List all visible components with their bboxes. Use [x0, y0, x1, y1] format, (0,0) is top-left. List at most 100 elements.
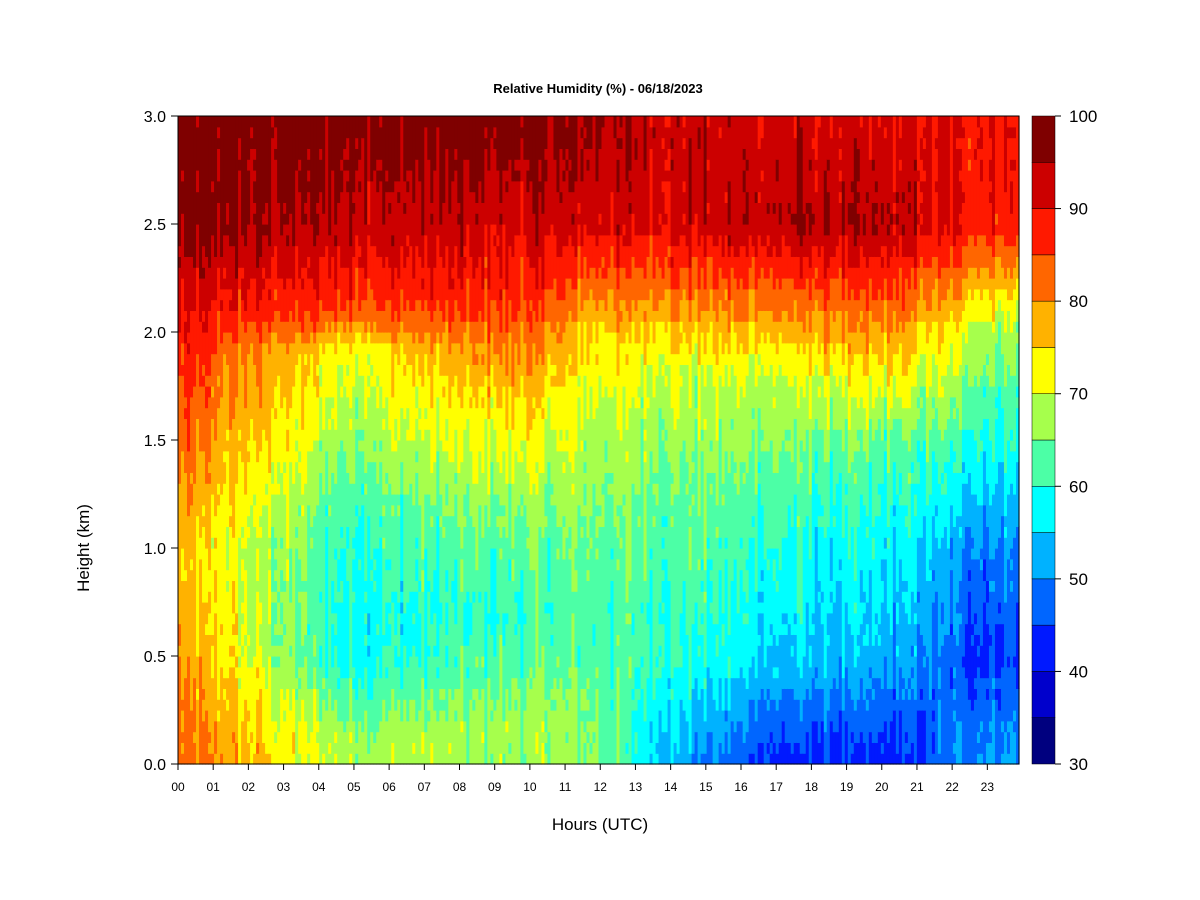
heatmap-cell [949, 116, 954, 247]
heatmap-cell [913, 602, 918, 614]
heatmap-cell [943, 299, 948, 322]
heatmap-cell [424, 688, 428, 733]
heatmap-cell [445, 720, 449, 765]
heatmap-cell [220, 116, 224, 257]
heatmap-cell [796, 407, 801, 484]
heatmap-cell [952, 677, 957, 689]
heatmap-cell [829, 364, 834, 398]
heatmap-cell [790, 461, 795, 527]
heatmap-cell [1000, 353, 1005, 409]
heatmap-cell [295, 429, 299, 441]
heatmap-cell [382, 418, 386, 430]
heatmap-cell [538, 666, 543, 765]
heatmap-cell [295, 116, 299, 171]
heatmap-cell [838, 234, 843, 268]
heatmap-cell [475, 116, 479, 203]
heatmap-cell [367, 396, 371, 463]
heatmap-cell [499, 634, 503, 754]
heatmap-cell [544, 710, 549, 733]
heatmap-cell [553, 116, 558, 160]
heatmap-cell [598, 299, 603, 322]
heatmap-cell [388, 645, 392, 711]
heatmap-cell [391, 504, 395, 517]
heatmap-cell [259, 526, 263, 538]
heatmap-cell [232, 623, 236, 635]
heatmap-cell [805, 213, 810, 257]
heatmap-cell [322, 213, 326, 257]
heatmap-cell [808, 494, 813, 560]
heatmap-cell [637, 267, 642, 301]
colorbar-tick-label: 50 [1069, 570, 1088, 589]
heatmap-cell [451, 180, 455, 268]
heatmap-cell [697, 245, 702, 290]
heatmap-cell [1012, 245, 1017, 268]
heatmap-cell [244, 332, 248, 409]
heatmap-cell [502, 116, 506, 171]
heatmap-cell [991, 558, 996, 581]
heatmap-cell [679, 234, 684, 268]
heatmap-cell [844, 666, 849, 722]
heatmap-cell [403, 180, 407, 203]
heatmap-cell [901, 591, 906, 603]
heatmap-cell [958, 137, 963, 149]
heatmap-cell [787, 450, 792, 506]
heatmap-cell [424, 126, 428, 236]
heatmap-cell [211, 634, 215, 646]
heatmap-cell [682, 191, 687, 214]
heatmap-cell [820, 245, 825, 290]
heatmap-cell [280, 342, 284, 409]
heatmap-cell [787, 342, 792, 387]
heatmap-cell [310, 332, 314, 355]
heatmap-cell [1016, 234, 1020, 257]
heatmap-cell [709, 116, 714, 236]
heatmap-cell [895, 116, 900, 193]
heatmap-cell [508, 742, 512, 754]
heatmap-cell [757, 407, 762, 463]
heatmap-cell [799, 753, 804, 765]
heatmap-cell [883, 245, 888, 279]
heatmap-cell [400, 116, 404, 247]
heatmap-cell [856, 634, 861, 646]
heatmap-cell [514, 159, 518, 171]
heatmap-cell [838, 170, 843, 182]
heatmap-cell [673, 353, 678, 430]
heatmap-cell [493, 116, 497, 128]
heatmap-cell [538, 180, 543, 193]
heatmap-cell [529, 569, 534, 668]
heatmap-cell [658, 234, 663, 268]
heatmap-cell [796, 699, 801, 743]
heatmap-cell [232, 742, 236, 765]
heatmap-cell [943, 472, 948, 495]
heatmap-cell [361, 321, 365, 344]
heatmap-cell [775, 645, 780, 668]
heatmap-cell [265, 224, 269, 236]
heatmap-cell [370, 580, 374, 700]
heatmap-cell [922, 353, 927, 387]
heatmap-cell [493, 299, 497, 355]
heatmap-cell [736, 321, 741, 355]
heatmap-cell [862, 612, 867, 635]
heatmap-cell [670, 526, 675, 679]
heatmap-cell [757, 148, 762, 193]
heatmap-cell [265, 494, 269, 506]
heatmap-cell [619, 310, 624, 322]
heatmap-cell [970, 537, 975, 549]
heatmap-cell [595, 180, 600, 247]
heatmap-cell [388, 710, 392, 765]
heatmap-cell [676, 288, 681, 322]
heatmap-cell [520, 180, 525, 257]
heatmap-cell [784, 429, 789, 441]
heatmap-cell [457, 202, 461, 214]
heatmap-cell [784, 688, 789, 743]
heatmap-cell [523, 623, 528, 711]
heatmap-cell [364, 612, 368, 625]
heatmap-cell [787, 504, 792, 625]
heatmap-cell [607, 396, 612, 473]
heatmap-cell [394, 450, 398, 495]
heatmap-cell [811, 677, 816, 722]
heatmap-cell [664, 116, 669, 128]
heatmap-cell [757, 202, 762, 236]
heatmap-cell [910, 353, 915, 387]
heatmap-cell [286, 234, 290, 247]
colorbar-band [1031, 162, 1056, 209]
